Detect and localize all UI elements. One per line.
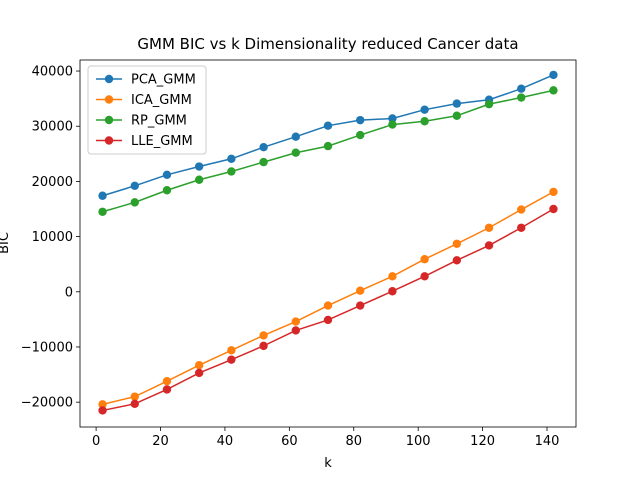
data-point-lle-gmm xyxy=(420,272,429,281)
x-tick-label: 120 xyxy=(470,434,495,449)
data-point-lle-gmm xyxy=(194,368,204,378)
legend-label: LLE_GMM xyxy=(131,134,193,149)
legend-box xyxy=(87,65,207,155)
data-point-ica-gmm xyxy=(162,376,172,386)
data-point-ica-gmm xyxy=(291,317,300,326)
data-point-rp-gmm xyxy=(98,207,107,216)
legend-swatch-marker xyxy=(104,136,114,145)
data-point-ica-gmm xyxy=(356,286,365,295)
data-point-ica-gmm xyxy=(420,255,429,264)
data-point-ica-gmm xyxy=(549,187,558,197)
legend-swatch-marker xyxy=(104,74,114,84)
y-axis-label: BIC xyxy=(0,232,12,254)
data-point-rp-gmm xyxy=(420,117,429,126)
data-point-rp-gmm xyxy=(162,186,172,195)
x-tick-label: 80 xyxy=(345,434,362,449)
series-rp-gmm xyxy=(98,86,558,216)
data-point-rp-gmm xyxy=(227,167,236,176)
data-point-ica-gmm xyxy=(517,205,526,214)
data-point-ica-gmm xyxy=(323,301,333,310)
data-point-pca-gmm xyxy=(356,115,365,125)
data-point-pca-gmm xyxy=(227,154,236,163)
y-tick-label: 40000 xyxy=(32,65,73,80)
data-point-rp-gmm xyxy=(517,93,526,102)
data-point-pca-gmm xyxy=(194,162,204,171)
data-point-lle-gmm xyxy=(549,204,558,214)
series-layer xyxy=(98,70,558,415)
legend-label: PCA_GMM xyxy=(131,73,196,88)
data-point-ica-gmm xyxy=(388,272,397,281)
legend-label: RP_GMM xyxy=(131,114,187,129)
legend: PCA_GMM ICA_GMM RP_GMM LLE_GMM xyxy=(87,65,207,155)
data-point-ica-gmm xyxy=(227,346,236,355)
data-point-pca-gmm xyxy=(452,99,462,108)
data-point-lle-gmm xyxy=(259,341,268,351)
x-axis-label: k xyxy=(324,456,332,471)
x-tick-label: 140 xyxy=(535,434,560,449)
legend-swatch-marker xyxy=(104,115,114,125)
data-point-pca-gmm xyxy=(420,105,429,114)
data-point-lle-gmm xyxy=(323,315,333,325)
data-point-lle-gmm xyxy=(291,326,300,335)
data-point-pca-gmm xyxy=(98,191,107,200)
data-point-ica-gmm xyxy=(194,360,204,370)
y-tick-label: −10000 xyxy=(21,340,73,355)
data-point-rp-gmm xyxy=(549,86,558,95)
data-point-lle-gmm xyxy=(452,256,462,265)
x-tick-label: 20 xyxy=(152,434,169,449)
data-point-rp-gmm xyxy=(356,130,365,140)
x-tick-label: 40 xyxy=(217,434,234,449)
y-tick-label: −20000 xyxy=(21,396,73,411)
data-point-rp-gmm xyxy=(194,175,204,184)
data-point-lle-gmm xyxy=(484,241,494,250)
data-point-rp-gmm xyxy=(259,157,268,167)
data-point-ica-gmm xyxy=(452,239,462,248)
x-tick-label: 100 xyxy=(406,434,431,449)
axes-frame xyxy=(79,59,577,428)
data-point-rp-gmm xyxy=(323,141,333,151)
data-point-rp-gmm xyxy=(484,99,494,109)
data-point-ica-gmm xyxy=(484,223,494,232)
data-point-ica-gmm xyxy=(130,392,139,401)
data-point-pca-gmm xyxy=(130,181,139,191)
data-point-pca-gmm xyxy=(388,114,397,123)
data-point-pca-gmm xyxy=(549,70,558,80)
data-point-ica-gmm xyxy=(259,331,268,340)
x-axis: 0 20 40 60 80 100 120 140 xyxy=(92,427,559,449)
y-tick-label: 10000 xyxy=(32,230,73,245)
data-point-pca-gmm xyxy=(162,170,172,179)
series-lle-gmm xyxy=(98,204,558,415)
data-point-lle-gmm xyxy=(98,406,107,415)
data-point-lle-gmm xyxy=(356,301,365,310)
legend-swatch-marker xyxy=(104,95,114,104)
y-axis: −20000 −10000 0 10000 20000 30000 40000 xyxy=(21,65,80,411)
legend-label: ICA_GMM xyxy=(131,93,192,108)
y-tick-label: 30000 xyxy=(32,120,73,135)
data-point-lle-gmm xyxy=(227,355,236,364)
data-point-lle-gmm xyxy=(388,287,397,296)
data-point-lle-gmm xyxy=(517,223,526,232)
x-tick-label: 60 xyxy=(281,434,298,449)
data-point-lle-gmm xyxy=(130,399,139,409)
data-point-rp-gmm xyxy=(291,148,300,157)
y-tick-label: 20000 xyxy=(32,175,73,190)
series-pca-gmm xyxy=(98,70,558,200)
data-point-pca-gmm xyxy=(259,142,268,152)
data-point-pca-gmm xyxy=(517,84,526,93)
series-ica-gmm xyxy=(98,187,558,409)
data-point-pca-gmm xyxy=(291,132,300,141)
data-point-pca-gmm xyxy=(323,121,333,130)
data-point-ica-gmm xyxy=(98,400,107,409)
data-point-rp-gmm xyxy=(130,198,139,207)
chart-title: GMM BIC vs k Dimensionality reduced Canc… xyxy=(137,35,518,53)
y-tick-label: 0 xyxy=(65,285,73,300)
data-point-lle-gmm xyxy=(162,385,172,394)
data-point-rp-gmm xyxy=(388,120,397,129)
data-point-rp-gmm xyxy=(452,111,462,120)
x-tick-label: 0 xyxy=(92,434,100,449)
